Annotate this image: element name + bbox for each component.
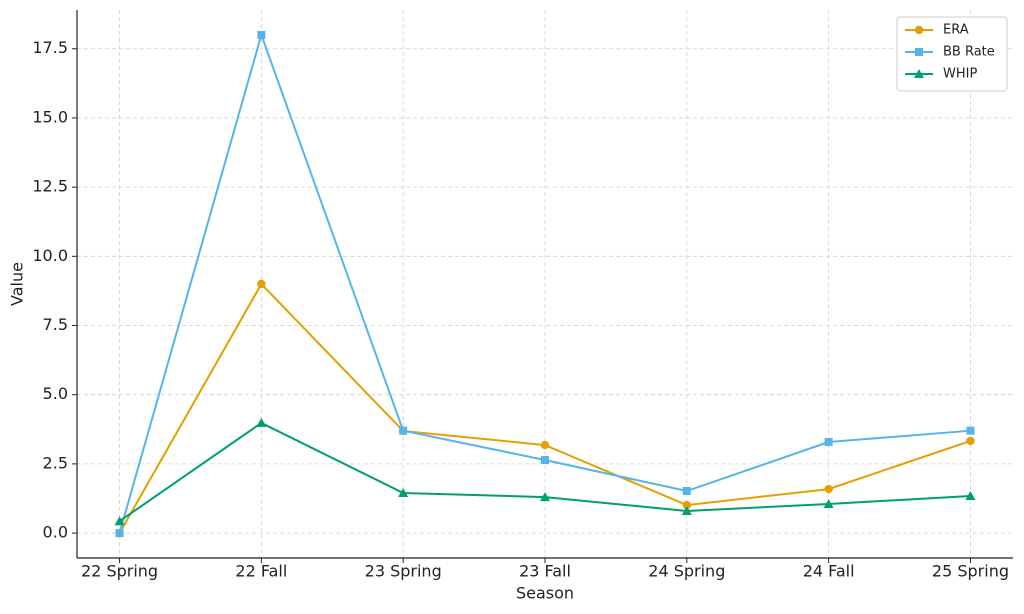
- marker: [541, 456, 549, 465]
- marker: [824, 484, 833, 494]
- x-tick-label: 22 Spring: [81, 562, 158, 581]
- x-tick-label: 25 Spring: [932, 562, 1009, 581]
- y-tick-label: 10.0: [32, 246, 68, 265]
- y-tick-label: 5.0: [43, 384, 68, 403]
- grid: [77, 10, 1013, 558]
- y-tick-label: 17.5: [32, 38, 68, 57]
- marker: [257, 279, 266, 289]
- marker: [965, 491, 976, 501]
- legend: ERA BB Rate WHIP: [896, 16, 1008, 92]
- marker: [682, 500, 692, 510]
- y-tick-label: 15.0: [32, 107, 68, 126]
- y-axis-label: Value: [8, 262, 27, 306]
- y-tick-label: 7.5: [43, 315, 68, 334]
- marker: [399, 426, 408, 435]
- x-axis-label: Season: [516, 584, 574, 603]
- marker: [824, 438, 833, 447]
- marker: [115, 529, 124, 538]
- x-tick-label: 24 Fall: [803, 562, 855, 581]
- x-tick-label: 23 Fall: [519, 562, 571, 581]
- marker: [914, 25, 924, 35]
- marker: [914, 69, 924, 78]
- y-tick-label: 2.5: [43, 453, 68, 472]
- marker: [823, 499, 834, 509]
- legend-label: ERA: [943, 23, 969, 38]
- legend-label: BB Rate: [943, 45, 995, 60]
- y-tick-label: 0.0: [43, 523, 68, 542]
- legend-box: [896, 16, 1008, 92]
- marker: [915, 48, 923, 56]
- marker: [114, 516, 125, 526]
- marker: [398, 487, 409, 497]
- marker: [682, 487, 691, 496]
- marker: [540, 492, 550, 502]
- marker: [966, 426, 975, 435]
- marker: [257, 30, 266, 39]
- marker: [256, 417, 267, 427]
- marker: [540, 440, 550, 450]
- x-tick-label: 22 Fall: [235, 562, 287, 581]
- y-tick-label: 12.5: [32, 177, 68, 196]
- marker: [966, 436, 975, 446]
- x-tick-label: 23 Spring: [365, 562, 442, 581]
- x-tick-label: 24 Spring: [648, 562, 725, 581]
- legend-label: WHIP: [943, 67, 977, 82]
- marker: [681, 505, 692, 515]
